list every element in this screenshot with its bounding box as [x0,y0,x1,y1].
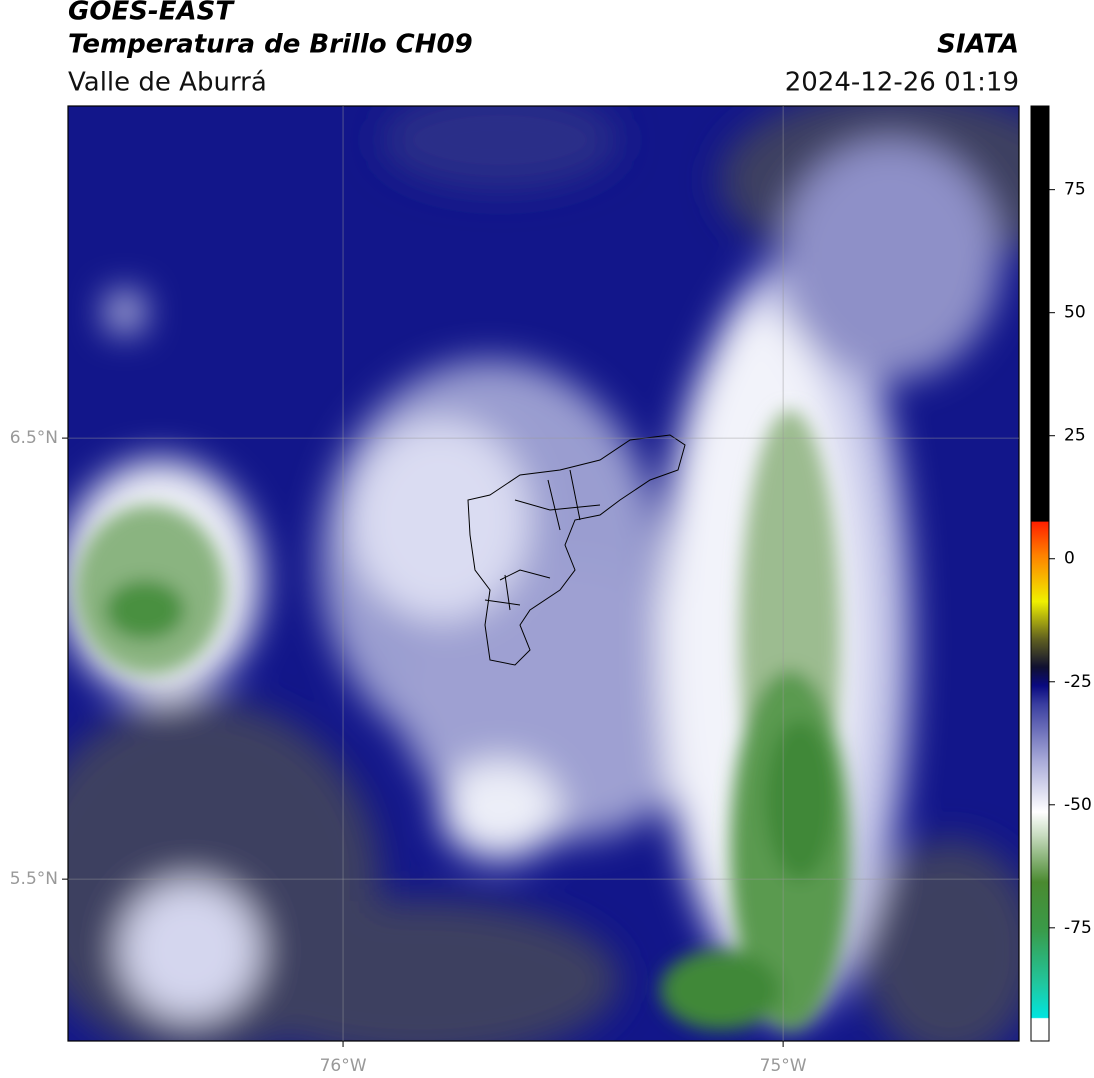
colorbar-tick-label: 25 [1064,426,1086,446]
colorbar-tick-label: 50 [1064,303,1086,323]
colorbar-tick-label: 75 [1064,180,1086,200]
colorbar-tick-label: -50 [1064,795,1092,815]
subtitle: Temperatura de Brillo CH09 [68,30,473,60]
lat-tick-label: 5.5°N [10,869,58,889]
source: SIATA [937,30,1019,60]
title: GOES-EAST [68,0,235,27]
lon-tick-label: 75°W [760,1056,807,1076]
map-frame [67,105,1020,1042]
lat-tick-label: 6.5°N [10,428,58,448]
colorbar-tick-label: 0 [1064,549,1075,569]
region: Valle de Aburrá [68,68,267,98]
colorbar-tick-label: -75 [1064,918,1092,938]
datetime: 2024-12-26 01:19 [785,68,1019,98]
colorbar-tick-label: -25 [1064,672,1092,692]
municipal-boundaries [467,434,686,666]
lon-tick-label: 76°W [320,1056,367,1076]
satellite-image [68,106,1019,1041]
colorbar [1030,105,1050,1042]
